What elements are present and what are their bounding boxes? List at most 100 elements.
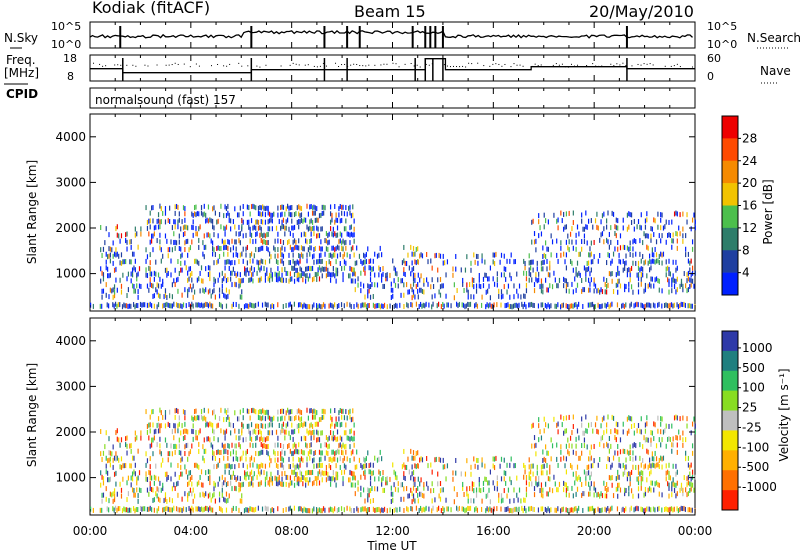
range-time-cell	[647, 245, 649, 251]
range-time-cell	[586, 471, 588, 477]
range-time-cell	[241, 428, 243, 434]
range-time-cell	[464, 304, 466, 310]
range-time-cell	[624, 491, 626, 497]
range-time-cell	[136, 435, 138, 441]
range-time-cell	[336, 253, 339, 259]
range-time-cell	[264, 277, 267, 283]
range-time-cell	[153, 303, 155, 309]
range-time-cell	[287, 217, 289, 223]
range-time-cell	[683, 475, 685, 481]
range-time-cell	[260, 435, 262, 441]
range-time-cell	[149, 481, 151, 487]
range-time-cell	[536, 260, 538, 266]
range-time-cell	[341, 414, 343, 420]
range-time-cell	[694, 225, 696, 231]
range-time-cell	[223, 496, 225, 502]
range-time-cell	[160, 247, 162, 253]
range-time-cell	[234, 270, 236, 276]
range-time-cell	[234, 260, 236, 266]
range-time-cell	[109, 258, 111, 264]
range-time-cell	[610, 475, 612, 481]
range-time-cell	[492, 276, 494, 282]
range-time-cell	[556, 422, 558, 428]
range-time-cell	[192, 436, 194, 442]
range-time-cell	[296, 267, 298, 273]
range-time-cell	[126, 435, 128, 441]
range-time-cell	[350, 450, 352, 456]
range-time-cell	[152, 205, 154, 211]
range-time-cell	[300, 302, 302, 308]
range-time-cell	[431, 469, 433, 475]
noise-tick-top-left: 10^5	[51, 20, 81, 33]
range-time-cell	[629, 252, 631, 258]
range-time-cell	[325, 450, 328, 456]
range-time-cell	[488, 487, 490, 493]
range-time-cell	[336, 267, 339, 273]
time-tick-label: 04:00	[174, 524, 209, 538]
range-time-cell	[474, 507, 476, 513]
range-time-cell	[392, 462, 394, 468]
range-time-cell	[475, 302, 477, 308]
range-time-cell	[411, 267, 413, 273]
range-time-cell	[136, 231, 138, 237]
range-time-cell	[571, 281, 573, 287]
colorbar-tick-label: 4	[742, 266, 750, 280]
range-time-cell	[287, 203, 289, 209]
range-time-cell	[302, 450, 304, 456]
range-time-cell	[192, 283, 194, 289]
range-time-cell	[334, 273, 336, 279]
range-time-cell	[617, 265, 619, 271]
range-time-cell	[575, 471, 577, 477]
range-time-cell	[112, 506, 114, 512]
range-time-cell	[225, 448, 228, 454]
range-time-cell	[263, 470, 265, 476]
range-time-cell	[152, 283, 154, 289]
nave-point	[165, 64, 167, 66]
range-time-cell	[136, 480, 138, 486]
range-time-cell	[690, 272, 692, 278]
range-time-cell	[142, 302, 144, 308]
range-time-cell	[357, 303, 359, 309]
range-time-cell	[346, 505, 348, 511]
range-time-cell	[277, 231, 279, 237]
range-time-cell	[417, 294, 419, 300]
range-time-cell	[218, 301, 221, 307]
range-time-cell	[532, 422, 534, 428]
range-time-cell	[575, 246, 577, 252]
range-time-cell	[565, 415, 568, 421]
range-time-cell	[313, 429, 315, 435]
range-time-cell	[205, 218, 207, 224]
range-time-cell	[292, 469, 294, 475]
range-time-cell	[533, 507, 535, 513]
range-time-cell	[155, 428, 157, 434]
range-time-cell	[228, 239, 230, 245]
range-time-cell	[298, 272, 300, 278]
range-time-cell	[307, 276, 309, 282]
range-time-cell	[180, 303, 182, 309]
range-time-cell	[622, 471, 624, 477]
range-time-cell	[181, 508, 183, 514]
range-time-cell	[605, 303, 607, 309]
range-time-cell	[292, 252, 294, 258]
range-time-cell	[316, 276, 318, 282]
nave-point	[298, 64, 300, 66]
range-time-cell	[663, 506, 666, 512]
range-time-cell	[327, 232, 329, 238]
range-time-cell	[601, 493, 604, 499]
range-time-cell	[189, 449, 192, 455]
range-time-cell	[316, 272, 318, 278]
range-time-cell	[528, 277, 530, 283]
range-time-cell	[557, 258, 559, 264]
range-time-cell	[324, 470, 326, 476]
range-time-cell	[170, 258, 172, 264]
nave-point	[625, 64, 627, 66]
range-time-cell	[209, 271, 211, 277]
range-time-cell	[668, 485, 670, 491]
range-time-cell	[601, 303, 603, 309]
range-time-cell	[509, 294, 511, 300]
range-time-cell	[694, 474, 696, 480]
range-time-cell	[401, 482, 404, 488]
range-time-cell	[241, 422, 243, 428]
range-time-cell	[529, 302, 531, 308]
range-time-cell	[543, 428, 545, 434]
